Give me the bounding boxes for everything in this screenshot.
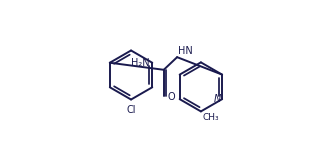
Text: O: O bbox=[168, 92, 175, 102]
Text: CH₃: CH₃ bbox=[202, 113, 219, 122]
Text: H₂N: H₂N bbox=[131, 58, 150, 68]
Text: HN: HN bbox=[178, 46, 193, 56]
Text: N: N bbox=[214, 94, 221, 104]
Text: Cl: Cl bbox=[126, 105, 136, 116]
